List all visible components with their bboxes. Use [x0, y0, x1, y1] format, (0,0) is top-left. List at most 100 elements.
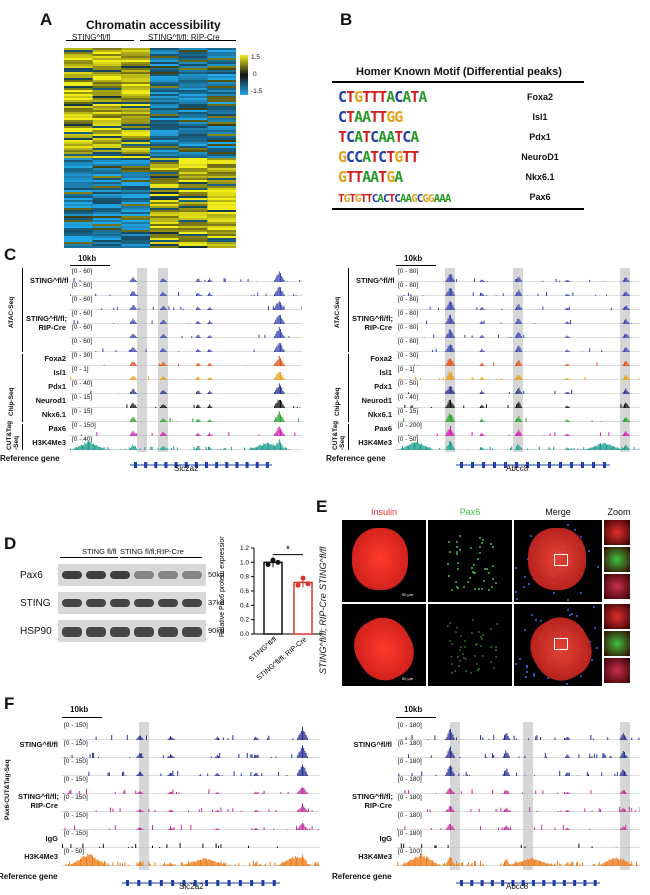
heatmap-cell	[207, 88, 237, 91]
panel-b-label: B	[340, 10, 353, 29]
pax6-track	[62, 778, 320, 794]
heatmap-cell	[92, 130, 122, 133]
zoom-image	[604, 547, 630, 572]
zoom-image	[604, 658, 630, 683]
heatmap-cell	[64, 208, 94, 211]
heatmap-cell	[150, 84, 180, 87]
heatmap-cell	[150, 118, 180, 121]
heatmap-cell	[207, 174, 237, 177]
heatmap-cell	[121, 92, 151, 95]
heatmap-cell	[150, 144, 180, 147]
heatmap-cell	[207, 246, 237, 249]
pax6-track	[396, 760, 640, 776]
group-atac: ATAC-Seq	[8, 296, 15, 328]
track-label: Neurod1	[361, 396, 392, 405]
heatmap-cell	[207, 210, 237, 213]
heatmap-cell	[178, 76, 208, 79]
heatmap-cell	[92, 80, 122, 83]
heatmap-cell	[178, 108, 208, 111]
blot-band	[86, 571, 106, 579]
heatmap-cell	[121, 188, 151, 191]
heatmap-cell	[92, 140, 122, 143]
heatmap-cell	[207, 234, 237, 237]
track-range: [0 - 180]	[398, 830, 422, 837]
pax6-track	[62, 796, 320, 812]
track-range: [0 - 80]	[398, 296, 419, 303]
motif-name: Nkx6.1	[525, 172, 555, 182]
heatmap-cell	[64, 222, 94, 225]
heatmap-cell	[64, 242, 94, 245]
heatmap-cell	[92, 182, 122, 185]
track-label: Pax6	[374, 424, 392, 433]
igg-track	[396, 832, 640, 848]
pax6-image	[428, 520, 512, 602]
zoom-image	[604, 574, 630, 599]
heatmap-cell	[178, 50, 208, 53]
heatmap-cell	[121, 228, 151, 231]
heatmap-cell	[121, 128, 151, 131]
heatmap-cell	[64, 56, 94, 59]
cut-track	[70, 423, 302, 436]
heatmap-cell	[207, 138, 237, 141]
heatmap-cell	[207, 162, 237, 165]
heatmap-cell	[150, 234, 180, 237]
heatmap-cell	[150, 192, 180, 195]
heatmap-cell	[150, 90, 180, 93]
heatmap-cell	[92, 246, 122, 249]
heatmap-cell	[207, 236, 237, 239]
panel-a-group2: STING^fl/fl; RIP-Cre	[148, 33, 220, 42]
heatmap-cell	[64, 146, 94, 149]
heatmap-cell	[121, 150, 151, 153]
track-range: [0 - 80]	[398, 338, 419, 345]
heatmap-cell	[92, 238, 122, 241]
heatmap-cell	[150, 68, 180, 71]
heatmap-cell	[121, 64, 151, 67]
heatmap-cell	[207, 156, 237, 159]
heatmap-cell	[178, 164, 208, 167]
heatmap-cell	[64, 214, 94, 217]
heatmap-cell	[121, 66, 151, 69]
heatmap-cell	[178, 138, 208, 141]
y-tick-label: 0.2	[240, 617, 249, 624]
heatmap-cell	[178, 162, 208, 165]
blot-band	[110, 599, 130, 607]
heatmap-cell	[150, 58, 180, 61]
heatmap-cell	[150, 114, 180, 117]
heatmap-cell	[178, 150, 208, 153]
heatmap-cell	[178, 234, 208, 237]
heatmap-cell	[121, 124, 151, 127]
heatmap-cell	[64, 82, 94, 85]
heatmap-cell	[150, 184, 180, 187]
heatmap-cell	[92, 200, 122, 203]
heatmap-cell	[207, 172, 237, 175]
heatmap-cell	[92, 234, 122, 237]
heatmap-cell	[207, 92, 237, 95]
heatmap-cell	[178, 128, 208, 131]
heatmap-cell	[92, 216, 122, 219]
heatmap-cell	[92, 188, 122, 191]
heatmap-cell	[207, 96, 237, 99]
sample-label: STING^fl/fl	[19, 740, 58, 749]
heatmap-cell	[207, 84, 237, 87]
heatmap-cell	[207, 68, 237, 71]
group-bracket	[22, 424, 23, 450]
heatmap-cell	[64, 230, 94, 233]
heatmap-cell	[207, 56, 237, 59]
blot-band	[158, 571, 178, 579]
heatmap-cell	[207, 222, 237, 225]
heatmap-cell	[178, 118, 208, 121]
heatmap-cell	[64, 188, 94, 191]
heatmap-cell	[178, 204, 208, 207]
heatmap-cell	[121, 212, 151, 215]
heatmap-cell	[178, 240, 208, 243]
zoom-image	[604, 520, 630, 545]
heatmap-cell	[150, 94, 180, 97]
heatmap-cell	[207, 240, 237, 243]
heatmap-cell	[207, 90, 237, 93]
heatmap-cell	[121, 50, 151, 53]
heatmap-cell	[150, 64, 180, 67]
heatmap-cell	[207, 82, 237, 85]
heatmap-cell	[121, 154, 151, 157]
heatmap-cell	[178, 112, 208, 115]
track-range: [0 - 180]	[398, 812, 422, 819]
